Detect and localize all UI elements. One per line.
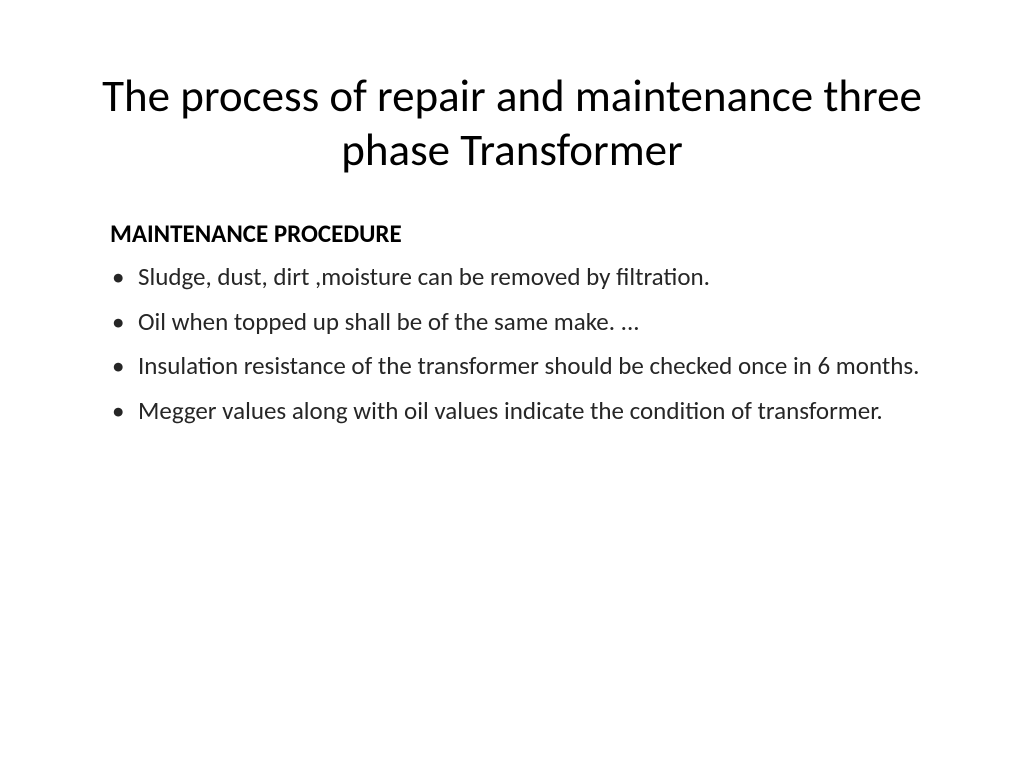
slide-title: The process of repair and maintenance th…: [50, 70, 974, 178]
slide-container: The process of repair and maintenance th…: [0, 0, 1024, 768]
list-item: Sludge, dust, dirt ,moisture can be remo…: [138, 261, 934, 294]
list-item: Insulation resistance of the transformer…: [138, 350, 934, 383]
bullet-list: Sludge, dust, dirt ,moisture can be remo…: [110, 261, 934, 427]
list-item: Megger values along with oil values indi…: [138, 395, 934, 428]
subheading: MAINTENANCE PROCEDURE: [110, 218, 934, 249]
list-item: Oil when topped up shall be of the same …: [138, 306, 934, 339]
content-area: MAINTENANCE PROCEDURE Sludge, dust, dirt…: [50, 218, 974, 427]
